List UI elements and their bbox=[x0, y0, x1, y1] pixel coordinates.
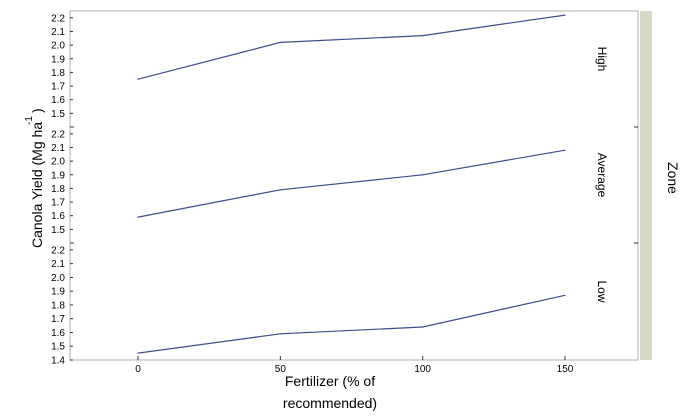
y-tick-label: 1.5 bbox=[51, 109, 65, 120]
panel-label-low: Low bbox=[595, 280, 609, 302]
data-point bbox=[422, 174, 424, 176]
y-tick-label: 2.1 bbox=[51, 259, 65, 270]
y-tick-label: 1.6 bbox=[51, 95, 65, 106]
panel-high: 1.5 1.6 1.7 1.8 1.9 2.0 2.1 2.2 High bbox=[51, 13, 609, 120]
x-tick-label: 0 bbox=[135, 364, 141, 375]
facet-title-text: Zone bbox=[665, 162, 681, 194]
data-point bbox=[422, 34, 424, 37]
y-axis-title-close: ) bbox=[29, 108, 45, 113]
data-point bbox=[564, 294, 566, 296]
panel-label-text: High bbox=[595, 47, 609, 72]
y-tick-label: 1.8 bbox=[51, 184, 65, 195]
y-tick-label: 1.7 bbox=[51, 82, 65, 93]
y-tick-label: 2.2 bbox=[51, 245, 65, 256]
data-point bbox=[137, 78, 139, 80]
x-axis-title-line2: recommended) bbox=[283, 395, 377, 411]
panel-label-average: Average bbox=[595, 153, 609, 198]
data-point bbox=[564, 149, 566, 151]
y-tick-label: 1.5 bbox=[51, 225, 65, 236]
y-tick-label: 1.4 bbox=[51, 356, 65, 367]
y-axis-title: Canola Yield (Mg ha -1 ) bbox=[24, 108, 45, 248]
x-tick-label: 50 bbox=[275, 364, 287, 375]
y-tick-label: 2.2 bbox=[51, 129, 65, 140]
x-tick-label: 150 bbox=[557, 364, 574, 375]
panel-average: 1.5 1.6 1.7 1.8 1.9 2.0 2.1 2.2 Average bbox=[51, 126, 638, 236]
data-point bbox=[279, 189, 281, 191]
y-tick-label: 2.0 bbox=[51, 157, 65, 168]
panel-low: 1.4 1.5 1.6 1.7 1.8 1.9 2.0 2.1 2.2 Low bbox=[51, 242, 638, 367]
y-tick-label: 1.9 bbox=[51, 54, 65, 65]
y-tick-label: 1.8 bbox=[51, 68, 65, 79]
panel-label-high: High bbox=[595, 47, 609, 72]
y-axis-title-main: Canola Yield (Mg ha bbox=[29, 122, 45, 248]
y-tick-label: 2.1 bbox=[51, 27, 65, 38]
y-tick-label: 2.1 bbox=[51, 143, 65, 154]
y-tick-label: 1.9 bbox=[51, 287, 65, 298]
data-point bbox=[279, 333, 281, 335]
data-point bbox=[279, 41, 281, 43]
x-axis-title-line1: Fertilizer (% of bbox=[285, 373, 375, 389]
y-tick-label: 1.9 bbox=[51, 170, 65, 181]
series-line-low bbox=[137, 294, 566, 354]
data-point bbox=[564, 14, 566, 16]
panel-label-text: Average bbox=[595, 153, 609, 198]
series-line-high bbox=[137, 14, 566, 80]
series-line-average bbox=[137, 149, 566, 218]
panel-label-text: Low bbox=[595, 280, 609, 302]
y-tick-label: 1.6 bbox=[51, 211, 65, 222]
data-point bbox=[137, 352, 139, 354]
y-tick-label: 1.8 bbox=[51, 300, 65, 311]
y-tick-label: 1.5 bbox=[51, 342, 65, 353]
data-point bbox=[137, 216, 139, 218]
plot-frame bbox=[69, 10, 639, 361]
x-tick-label: 100 bbox=[414, 364, 431, 375]
facet-strip bbox=[640, 11, 652, 360]
y-tick-label: 1.6 bbox=[51, 328, 65, 339]
y-axis-title-superscript: -1 bbox=[24, 116, 35, 125]
y-tick-label: 2.0 bbox=[51, 273, 65, 284]
facet-title: Zone bbox=[665, 162, 681, 194]
y-tick-label: 2.2 bbox=[51, 13, 65, 24]
y-tick-label: 2.0 bbox=[51, 41, 65, 52]
y-tick-label: 1.7 bbox=[51, 198, 65, 209]
y-tick-label: 1.7 bbox=[51, 314, 65, 325]
data-point bbox=[422, 326, 424, 328]
